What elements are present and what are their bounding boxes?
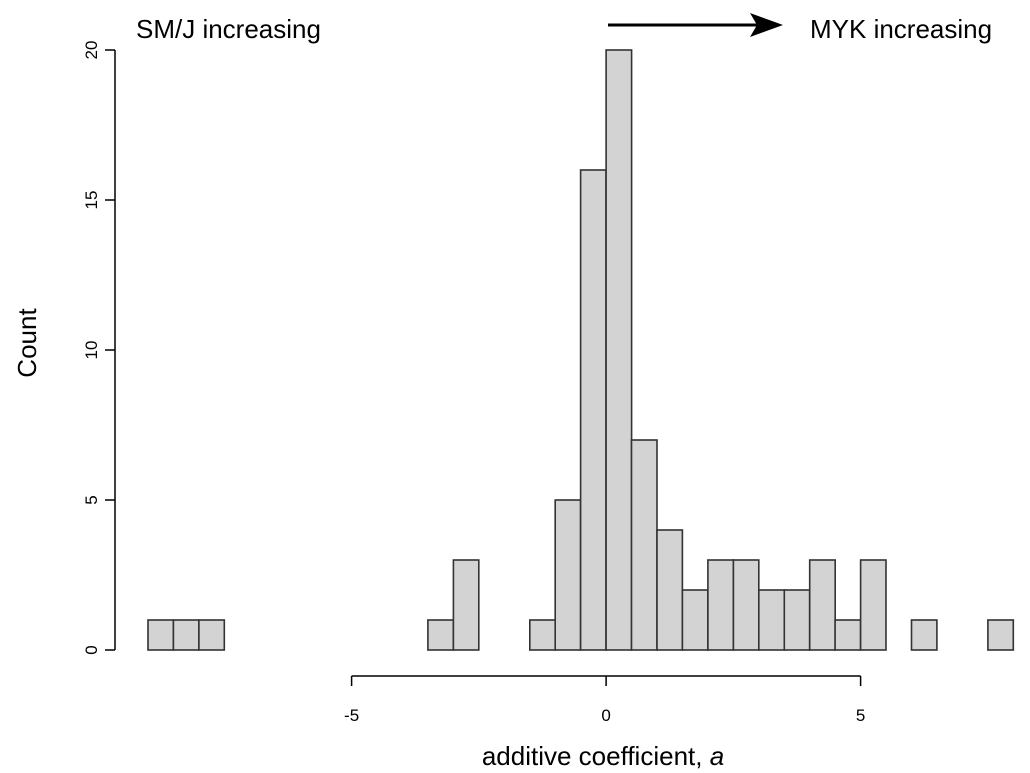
- histogram-bar: [605, 49, 633, 651]
- y-tick-label: 5: [82, 495, 101, 504]
- histogram-bar: [757, 589, 786, 651]
- histogram-bar: [910, 619, 938, 651]
- histogram-bar: [452, 559, 480, 651]
- x-tick-label: 5: [856, 706, 865, 725]
- histogram-bar: [656, 529, 684, 651]
- arrow-right-icon: [608, 13, 783, 37]
- y-axis-title: Count: [12, 308, 42, 378]
- x-axis-title: additive coefficient, a: [482, 741, 724, 771]
- histogram-bar: [147, 619, 175, 651]
- histogram-bar: [987, 619, 1015, 651]
- x-axis-title-symbol: a: [710, 741, 724, 771]
- histogram-bar: [732, 559, 760, 651]
- x-axis-title-text: additive coefficient,: [482, 741, 703, 771]
- histogram-bar: [579, 169, 607, 651]
- histogram-bar: [528, 619, 557, 651]
- x-tick-label: -5: [344, 706, 359, 725]
- histogram-bar: [681, 589, 709, 651]
- bars-group: [147, 49, 1015, 651]
- y-axis: 0 5 10 15 20: [82, 41, 116, 655]
- histogram-bar: [834, 619, 862, 651]
- histogram-bar: [554, 499, 582, 651]
- histogram-bar: [808, 559, 837, 651]
- histogram-bar: [859, 559, 887, 651]
- histogram-bar: [427, 619, 455, 651]
- annotation-right: MYK increasing: [810, 14, 992, 44]
- histogram-bar: [172, 619, 200, 651]
- y-tick-label: 10: [82, 341, 101, 360]
- y-tick-label: 15: [82, 191, 101, 210]
- histogram-bar: [630, 439, 658, 651]
- histogram-bar: [783, 589, 811, 651]
- x-tick-label: 0: [601, 706, 610, 725]
- histogram-bar: [707, 559, 735, 651]
- y-tick-label: 20: [82, 41, 101, 60]
- histogram-bar: [198, 619, 226, 651]
- annotation-left: SM/J increasing: [136, 14, 321, 44]
- x-axis: -5 0 5: [344, 675, 865, 725]
- y-tick-label: 0: [82, 645, 101, 654]
